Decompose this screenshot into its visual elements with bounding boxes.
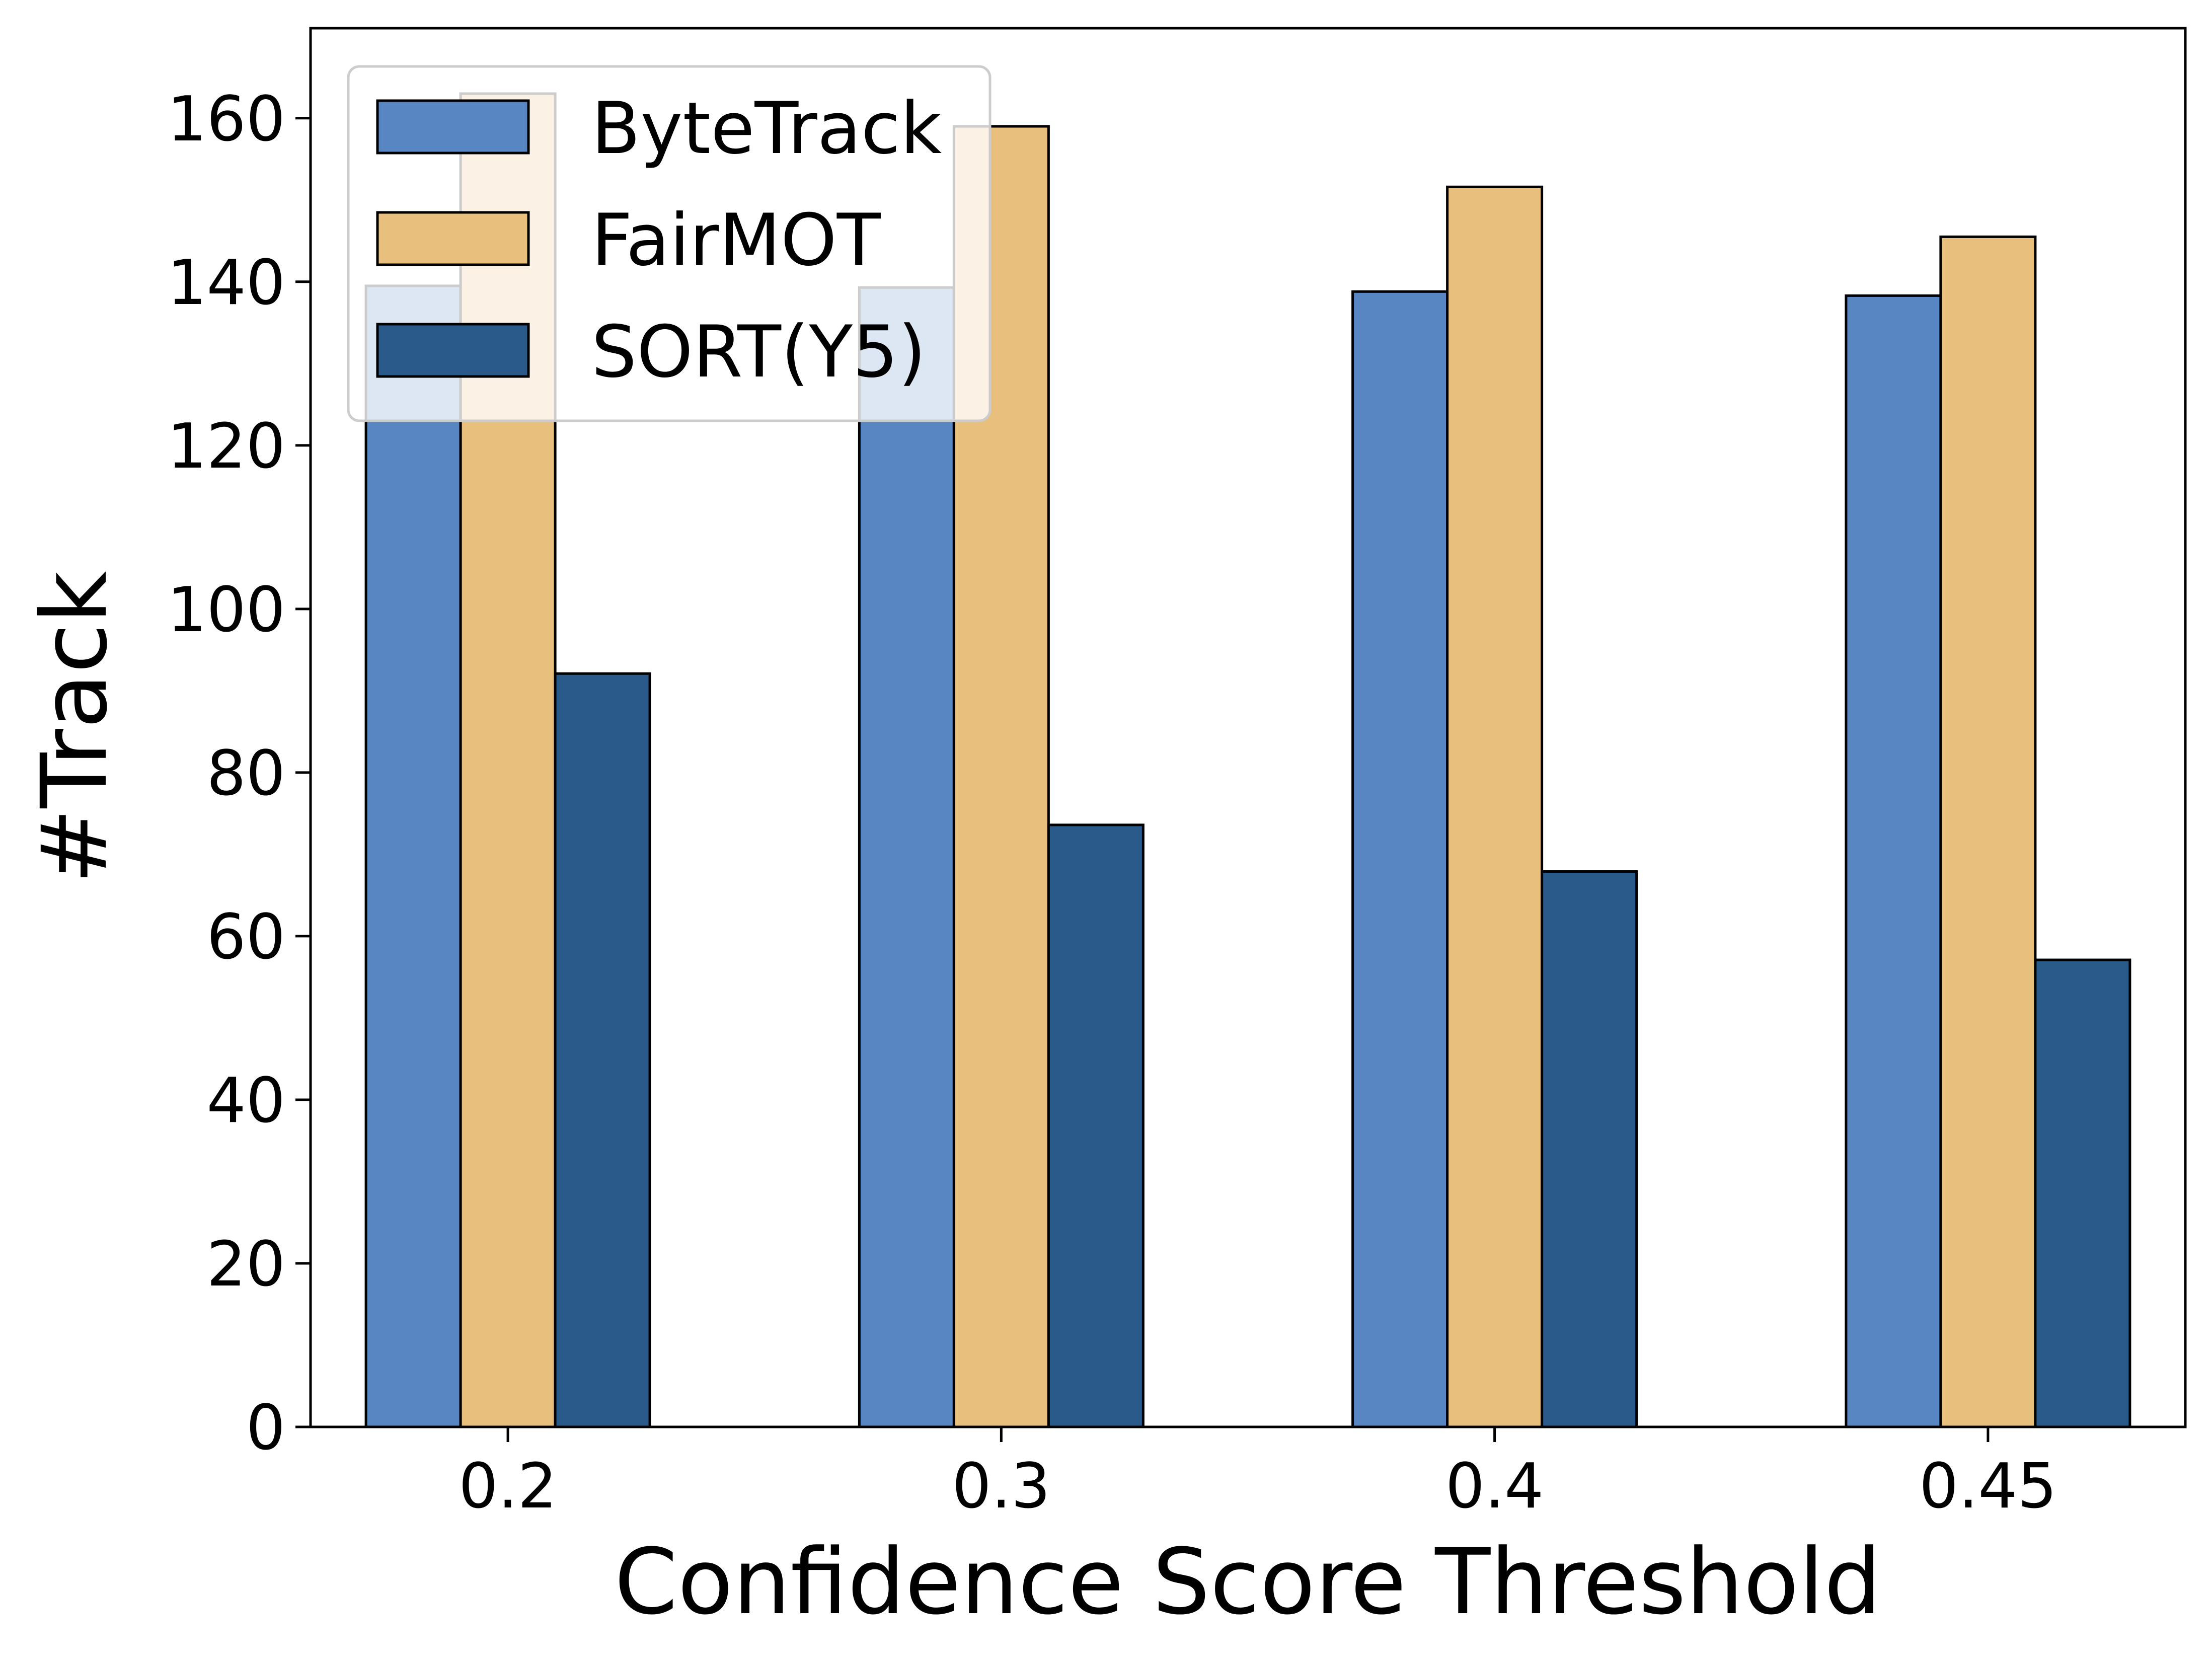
legend-label: FairMOT (591, 199, 881, 282)
y-tick-label: 60 (206, 901, 285, 973)
x-tick-label: 0.3 (952, 1451, 1051, 1523)
legend-swatch (376, 211, 530, 266)
bar-bytetrack-0.2 (364, 284, 462, 1428)
legend-label: SORT(Y5) (591, 311, 926, 394)
bar-sort-y5--0.4 (1541, 870, 1638, 1428)
bar-sort-y5--0.3 (1047, 823, 1145, 1428)
x-tick-label: 0.2 (459, 1451, 557, 1523)
legend-swatch (376, 323, 530, 378)
bar-sort-y5--0.45 (2034, 958, 2131, 1428)
x-axis-title: Confidence Score Threshold (615, 1530, 1882, 1635)
y-axis: 0 20 40 60 80 100 120 140 160 (167, 84, 311, 1464)
bar-fairmot-0.45 (1939, 235, 2037, 1428)
y-tick-label: 140 (167, 247, 285, 319)
bar-sort-y5--0.2 (554, 672, 651, 1428)
x-tick-label: 0.45 (1919, 1451, 2057, 1523)
x-tick-label: 0.4 (1445, 1451, 1544, 1523)
y-tick-label: 20 (206, 1229, 285, 1301)
y-tick-label: 40 (206, 1065, 285, 1137)
bar-fairmot-0.4 (1446, 185, 1544, 1428)
y-tick-label: 100 (167, 574, 285, 646)
plot-frame (309, 27, 2187, 1428)
y-tick-label: 160 (167, 84, 285, 156)
x-axis: 0.2 0.3 0.4 0.45 (459, 1427, 2057, 1523)
y-tick-label: 120 (167, 411, 285, 483)
legend-label: ByteTrack (591, 87, 942, 170)
bar-bytetrack-0.45 (1845, 294, 1942, 1428)
legend-swatch (376, 99, 530, 155)
legend: ByteTrack FairMOT SORT(Y5) (347, 65, 991, 422)
bars-layer (364, 92, 2131, 1428)
bar-bytetrack-0.3 (858, 286, 955, 1428)
bar-bytetrack-0.4 (1351, 290, 1449, 1428)
y-tick-label: 80 (206, 738, 285, 810)
y-tick-label: 0 (246, 1392, 285, 1464)
y-axis-title: #Track (22, 571, 127, 884)
